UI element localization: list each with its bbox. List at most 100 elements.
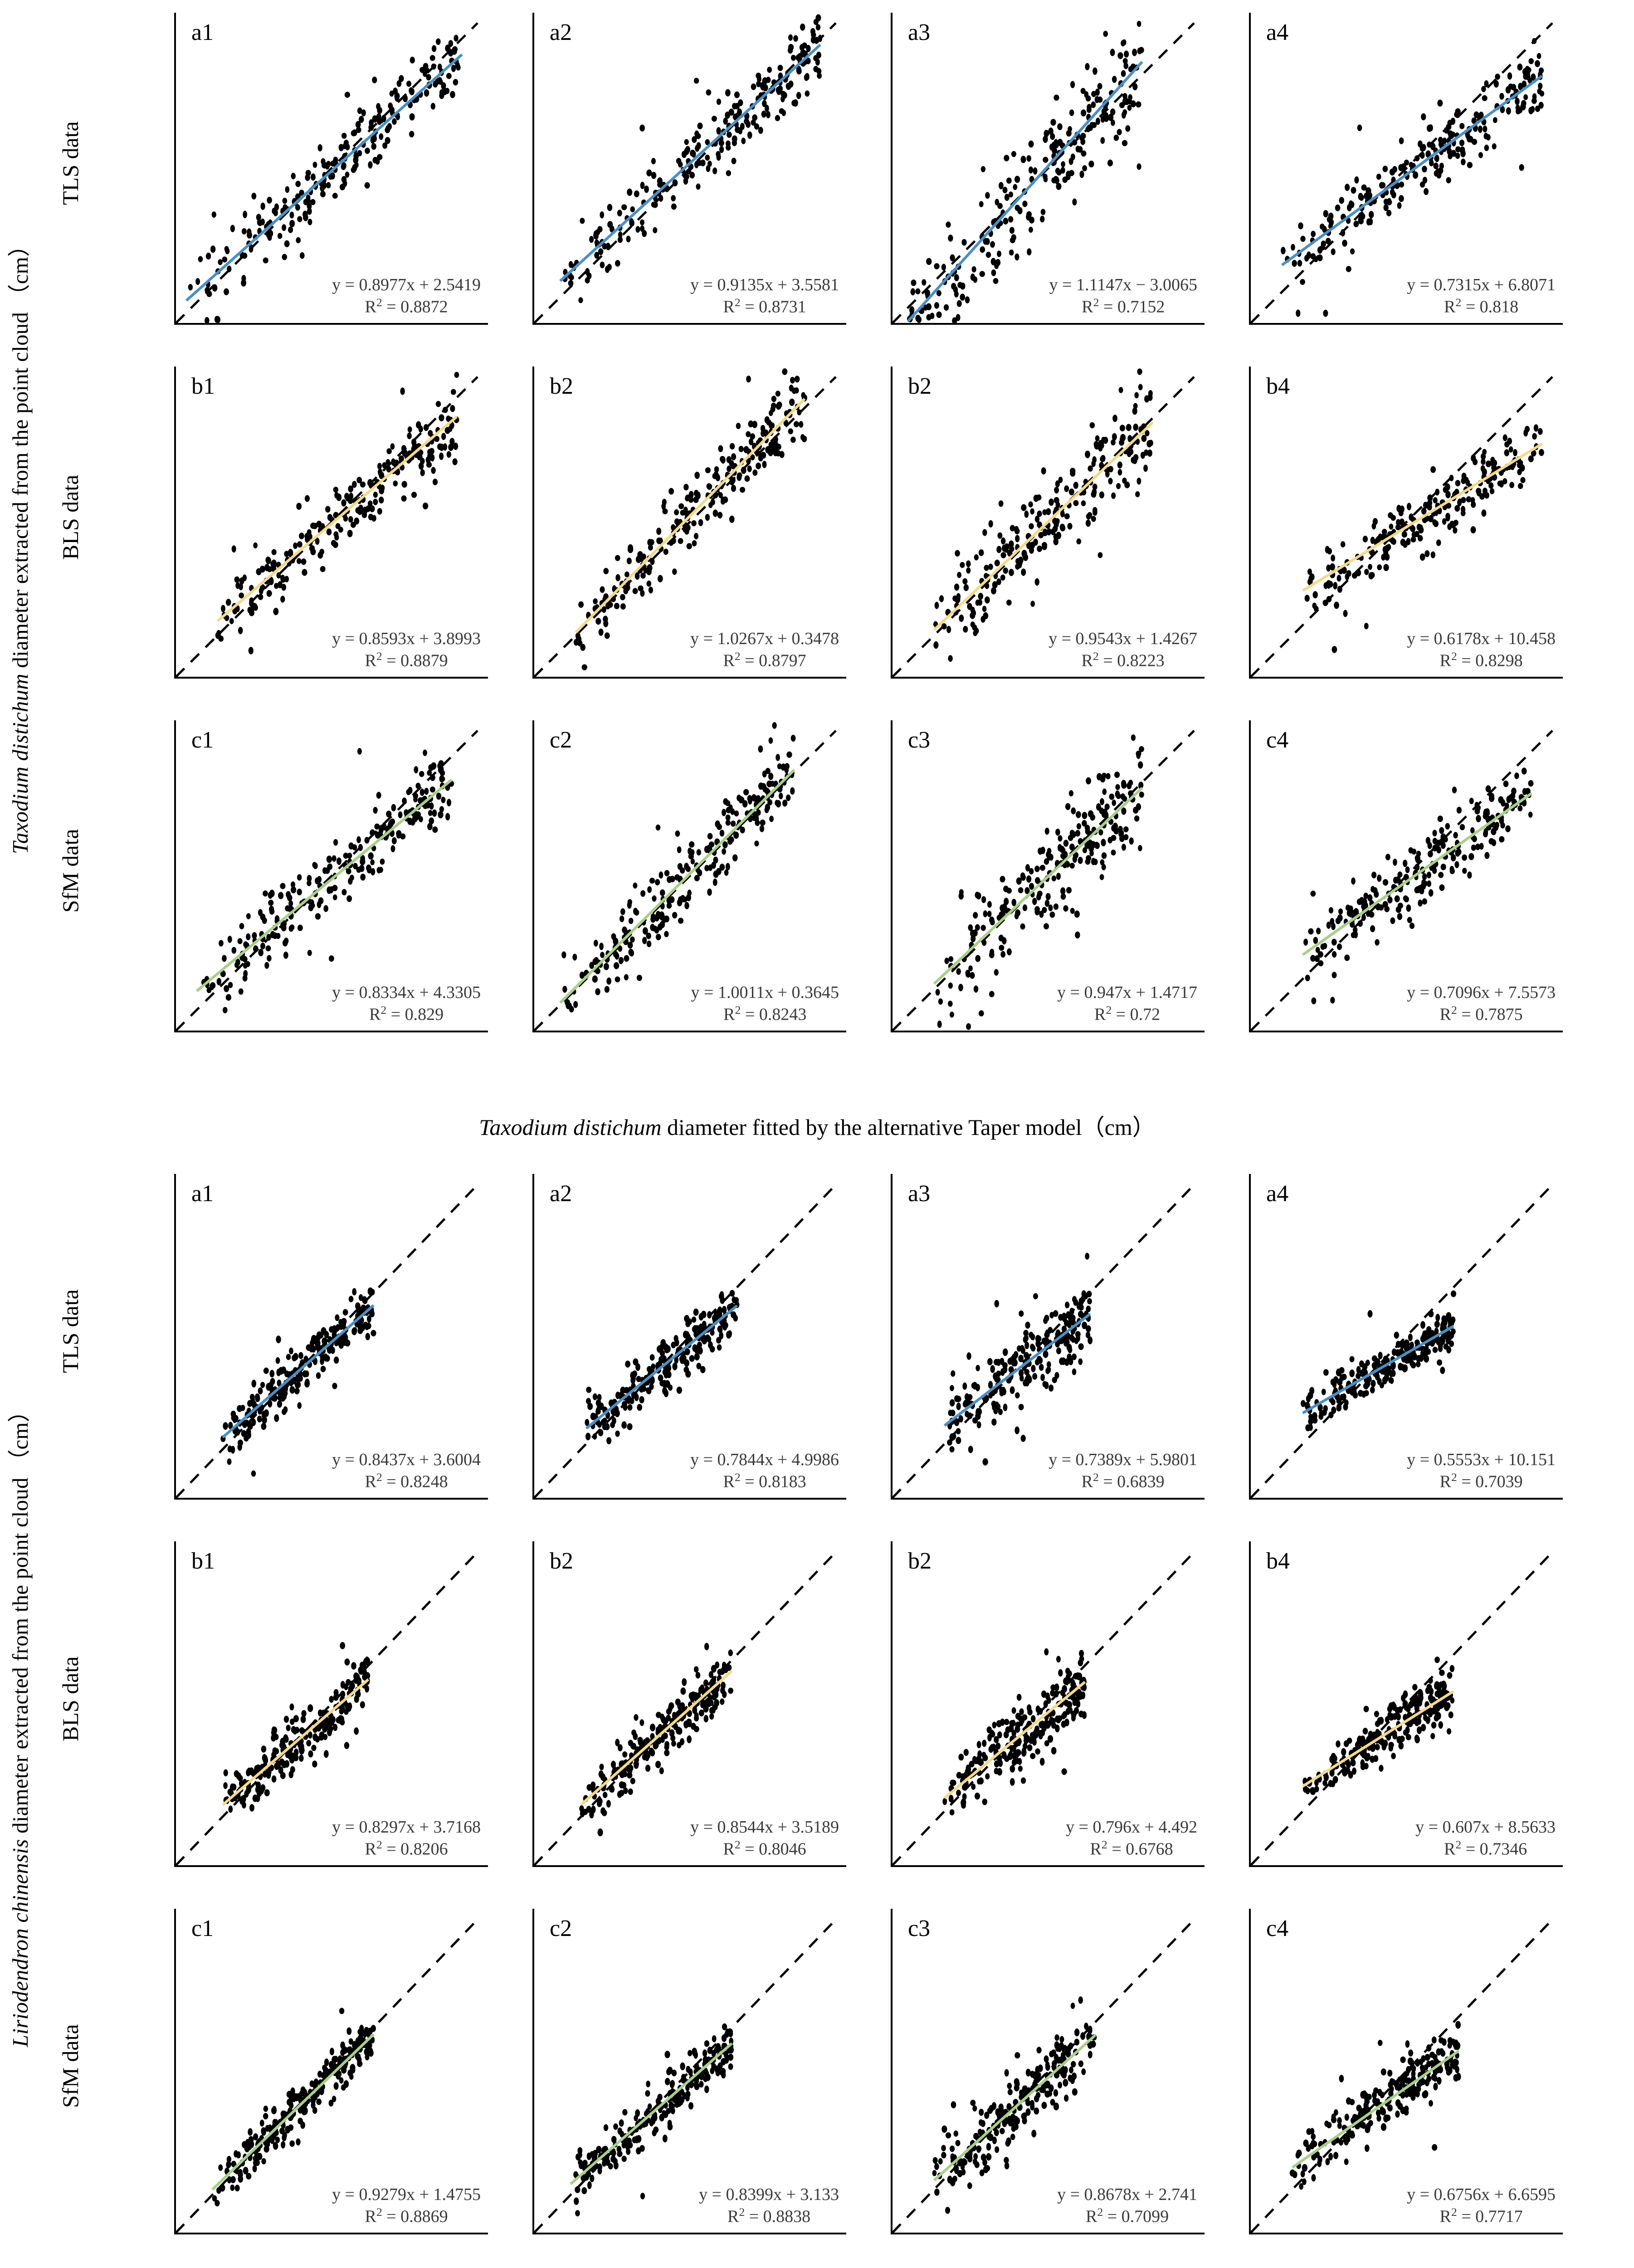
y-tick-mark [174, 1281, 176, 1283]
r-squared-line: R2 = 0.8183 [723, 1470, 806, 1491]
x-tick-mark [1100, 1865, 1102, 1867]
scatter-points [579, 1642, 734, 1837]
r-squared-line: R2 = 0.7346 [1444, 1838, 1527, 1859]
equation-line: y = 0.5553x + 10.151 [1407, 1450, 1556, 1469]
x-tick-mark [742, 2233, 743, 2234]
scatter-points [585, 1290, 740, 1445]
r-squared-line: R2 = 0.8872 [365, 295, 448, 317]
y-tick-mark [891, 927, 893, 928]
regression-equation: y = 0.607x + 8.5633 R2 = 0.7346 [1415, 1817, 1556, 1860]
x-tick-mark [638, 1865, 639, 1867]
regression-fit-line [1303, 444, 1542, 591]
x-tick-mark [384, 1031, 385, 1032]
panel-label: b2 [908, 373, 932, 399]
x-tick-mark [1250, 1865, 1252, 1867]
y-tick-mark [174, 1757, 176, 1758]
y-tick-mark [174, 2124, 176, 2126]
x-tick-mark [638, 2233, 639, 2234]
panel-label: a1 [191, 20, 214, 45]
scatter-points [933, 368, 1153, 662]
x-tick-mark [279, 677, 281, 679]
equation-line: y = 0.8399x + 3.133 [699, 2185, 839, 2204]
r-squared-line: R2 = 0.8797 [723, 649, 806, 670]
regression-equation: y = 1.0267x + 0.3478 R2 = 0.8797 [690, 628, 839, 671]
y-tick-mark [1249, 823, 1251, 825]
equation-line: y = 0.947x + 1.4717 [1057, 982, 1197, 1002]
regression-fit-line [934, 788, 1142, 984]
y-tick-mark [174, 927, 176, 928]
section-liriodendron: Liriodendron chinensis diameter extracte… [0, 1161, 1634, 2268]
x-tick-mark [1354, 1865, 1356, 1867]
regression-fit-line [186, 54, 462, 300]
y-tick-mark [532, 2016, 534, 2018]
panel-label: b4 [1266, 1548, 1290, 1574]
x-tick-mark [1250, 1031, 1252, 1032]
regression-fit-line [1282, 76, 1542, 265]
scatter-points [932, 1996, 1097, 2214]
scatter-points [1289, 2021, 1461, 2190]
regression-fit-line [945, 1314, 1090, 1426]
scatter-points [947, 1252, 1093, 1466]
x-tick-mark [1562, 2233, 1563, 2234]
regression-fit-line [560, 45, 820, 281]
equation-line: y = 0.8334x + 4.3305 [332, 982, 481, 1002]
equation-line: y = 0.7389x + 5.9801 [1049, 1450, 1197, 1469]
x-tick-mark [176, 1865, 177, 1867]
x-tick-mark [996, 1865, 997, 1867]
y-tick-mark [174, 1541, 176, 1542]
regression-equation: y = 0.7389x + 5.9801 R2 = 0.6839 [1049, 1449, 1197, 1492]
y-tick-mark [891, 1909, 893, 1910]
regression-equation: y = 0.8399x + 3.133 R2 = 0.8838 [699, 2184, 839, 2227]
regression-equation: y = 1.0011x + 0.3645 R2 = 0.8243 [691, 982, 839, 1025]
y-tick-mark [1249, 1541, 1251, 1542]
y-tick-mark [532, 1174, 534, 1175]
regression-equation: y = 0.7315x + 6.8071 R2 = 0.818 [1407, 274, 1556, 318]
x-tick-mark [1100, 677, 1102, 679]
x-tick-mark [996, 323, 997, 325]
y-tick-mark [532, 720, 534, 721]
equation-line: y = 0.6756x + 6.6595 [1407, 2185, 1556, 2204]
panel-label: c2 [550, 727, 572, 753]
r-squared-line: R2 = 0.8879 [365, 649, 448, 670]
x-tick-mark [892, 677, 893, 679]
y-tick-mark [891, 2016, 893, 2018]
regression-fit-line [197, 780, 452, 991]
y-tick-mark [891, 573, 893, 574]
regression-fit-line [586, 1305, 737, 1428]
x-tick-mark [279, 323, 281, 325]
x-tick-mark [892, 1031, 893, 1032]
equation-line: y = 0.8437x + 3.6004 [332, 1450, 481, 1469]
r-squared-line: R2 = 0.72 [1094, 1003, 1161, 1024]
y-tick-mark [1249, 13, 1251, 14]
y-tick-mark [1249, 1757, 1251, 1758]
y-tick-mark [1249, 1389, 1251, 1391]
x-tick-mark [384, 1498, 385, 1500]
x-tick-mark [1562, 1498, 1563, 1500]
r-squared-line: R2 = 0.7875 [1439, 1003, 1523, 1024]
y-tick-mark [891, 823, 893, 825]
y-tick-mark [532, 1281, 534, 1283]
regression-fit-line [218, 417, 457, 621]
x-tick-mark [384, 677, 385, 679]
regression-fit-line [571, 2043, 732, 2184]
x-tick-mark [1354, 677, 1356, 679]
y-tick-mark [891, 13, 893, 14]
x-tick-mark [1562, 323, 1563, 325]
x-tick-mark [176, 2233, 177, 2234]
y-tick-mark [174, 1174, 176, 1175]
